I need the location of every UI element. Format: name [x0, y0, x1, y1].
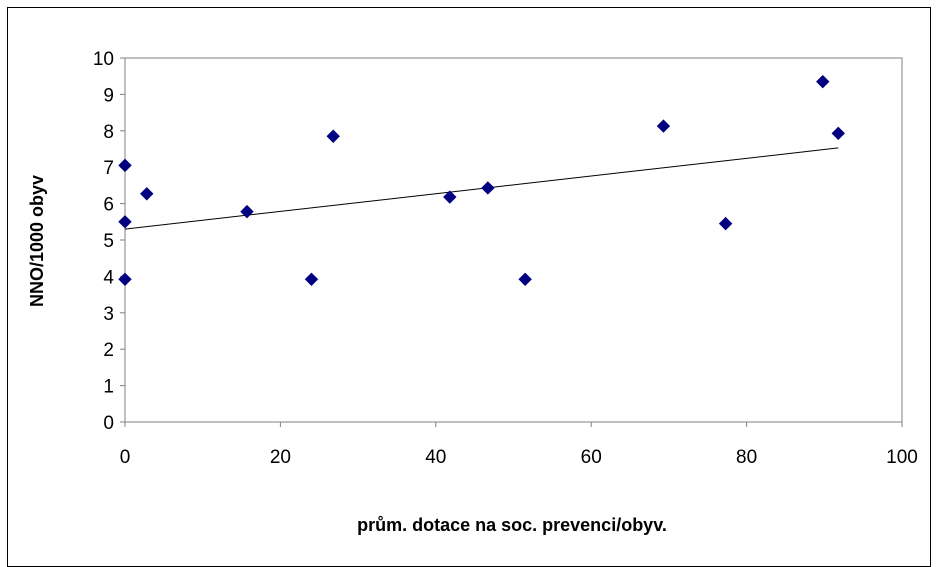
y-tick-label: 10	[93, 49, 114, 70]
y-tick-label: 2	[103, 340, 114, 361]
x-tick-label: 100	[886, 447, 918, 468]
data-point	[481, 181, 495, 195]
x-tick-label: 40	[425, 447, 446, 468]
data-point	[240, 204, 254, 219]
y-tick-label: 3	[103, 304, 114, 325]
data-point	[118, 158, 132, 173]
y-axis-title: NNO/1000 obyv	[27, 175, 47, 307]
x-tick-label: 0	[120, 447, 131, 468]
data-point	[443, 190, 457, 204]
y-tick-label: 7	[103, 158, 114, 179]
plot-area	[124, 57, 903, 423]
y-tick-label: 4	[103, 267, 114, 288]
y-tick-label: 5	[103, 231, 114, 252]
x-tick-label: 80	[736, 447, 757, 468]
plot-area-border	[124, 57, 903, 423]
x-axis-ticks: 0 20 40 60 80 100	[120, 422, 918, 468]
y-tick-label: 8	[103, 122, 114, 143]
chart-frame	[7, 7, 931, 567]
x-axis-title: prům. dotace na soc. prevenci/obyv.	[357, 515, 667, 535]
data-point	[518, 272, 532, 287]
data-point	[831, 126, 845, 141]
data-point	[656, 119, 671, 133]
x-tick-label: 60	[581, 447, 602, 468]
data-point	[718, 216, 733, 231]
data-point	[118, 272, 132, 287]
y-tick-label: 0	[103, 413, 114, 434]
data-point	[304, 272, 319, 287]
data-points	[118, 74, 845, 287]
data-point	[816, 74, 830, 89]
y-tick-label: 1	[103, 377, 114, 398]
data-point	[326, 129, 340, 143]
y-tick-label: 9	[103, 85, 114, 106]
x-tick-label: 20	[270, 447, 291, 468]
trendline-layer	[124, 147, 839, 230]
y-tick-label: 6	[103, 195, 114, 216]
y-axis-ticks: 0 1 2 3 4 5 6 7 8 9 10	[93, 49, 125, 434]
trendline	[124, 147, 839, 230]
data-point	[140, 187, 154, 201]
data-point	[118, 215, 132, 229]
